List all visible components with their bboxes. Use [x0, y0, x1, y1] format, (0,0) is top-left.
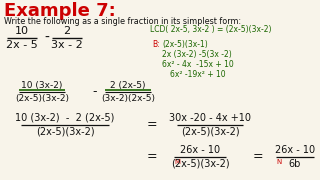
- Text: 10 (3x-2)  -  2 (2x-5): 10 (3x-2) - 2 (2x-5): [15, 113, 115, 123]
- Text: 2: 2: [63, 26, 71, 37]
- Text: 10: 10: [15, 26, 29, 37]
- Text: (2x-5)(3x-2): (2x-5)(3x-2): [171, 159, 229, 169]
- Text: 30x -20 - 4x +10: 30x -20 - 4x +10: [169, 113, 251, 123]
- Text: -: -: [93, 86, 97, 98]
- Text: 2x (3x-2) -5(3x -2): 2x (3x-2) -5(3x -2): [162, 50, 232, 59]
- Text: 2 (2x-5): 2 (2x-5): [110, 81, 146, 90]
- Text: -: -: [44, 31, 49, 45]
- Text: (2x-5)(3x-2): (2x-5)(3x-2): [181, 127, 239, 137]
- Text: 26x - 10: 26x - 10: [275, 145, 315, 155]
- Text: 10 (3x-2): 10 (3x-2): [21, 81, 63, 90]
- Text: =: =: [147, 118, 157, 132]
- Text: Write the following as a single fraction in its simplest form:: Write the following as a single fraction…: [4, 17, 241, 26]
- Text: M: M: [174, 159, 180, 165]
- Text: 26x - 10: 26x - 10: [180, 145, 220, 155]
- Text: Example 7:: Example 7:: [4, 2, 116, 20]
- Text: (2x-5)(3x-2): (2x-5)(3x-2): [15, 94, 69, 103]
- Text: (3x-2)(2x-5): (3x-2)(2x-5): [101, 94, 155, 103]
- Text: B:: B:: [152, 40, 160, 49]
- Text: 6x² -19x² + 10: 6x² -19x² + 10: [170, 70, 226, 79]
- Text: (2x-5)(3x-2): (2x-5)(3x-2): [36, 127, 94, 137]
- Text: N: N: [276, 159, 282, 165]
- Text: =: =: [253, 150, 263, 163]
- Text: =: =: [147, 150, 157, 163]
- Text: 6x² - 4x  -15x + 10: 6x² - 4x -15x + 10: [162, 60, 234, 69]
- Text: 6b: 6b: [289, 159, 301, 169]
- Text: 3x - 2: 3x - 2: [51, 39, 83, 50]
- Text: LCD( 2x-5, 3x-2 ) = (2x-5)(3x-2): LCD( 2x-5, 3x-2 ) = (2x-5)(3x-2): [150, 25, 271, 34]
- Text: 2x - 5: 2x - 5: [6, 39, 38, 50]
- Text: (2x-5)(3x-1): (2x-5)(3x-1): [162, 40, 208, 49]
